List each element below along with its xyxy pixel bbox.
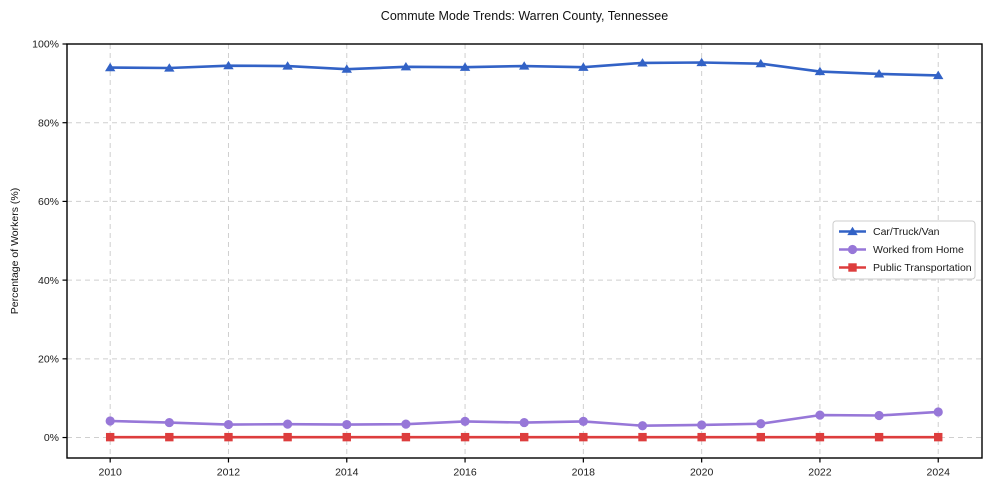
data-point-car-truck-van-2021 xyxy=(755,58,766,68)
data-point-worked-from-home-2023 xyxy=(874,410,884,421)
y-tick-label-60: 60% xyxy=(38,196,59,208)
data-point-public-transportation-2023 xyxy=(874,432,884,442)
data-point-worked-from-home-2014 xyxy=(342,419,352,430)
x-tick-label-2016: 2016 xyxy=(453,467,477,479)
data-point-car-truck-van-2012 xyxy=(223,60,234,70)
series-worked-from-home xyxy=(105,407,943,431)
legend-entry-worked-from-home: Worked from Home xyxy=(839,244,964,256)
data-point-public-transportation-2021 xyxy=(756,432,765,442)
legend-marker-public-transportation xyxy=(848,263,857,272)
data-point-car-truck-van-2024 xyxy=(933,70,944,80)
data-point-public-transportation-2019 xyxy=(638,432,647,442)
gridlines xyxy=(67,43,982,458)
y-tick-label-20: 20% xyxy=(38,354,59,366)
data-point-car-truck-van-2010 xyxy=(104,62,116,72)
data-point-public-transportation-2014 xyxy=(342,432,351,442)
data-point-worked-from-home-2020 xyxy=(697,420,707,430)
data-point-worked-from-home-2022 xyxy=(815,410,825,420)
legend-marker-worked-from-home xyxy=(847,244,858,255)
data-point-worked-from-home-2017 xyxy=(519,417,529,428)
data-point-car-truck-van-2011 xyxy=(164,63,175,72)
x-tick-label-2022: 2022 xyxy=(808,467,832,479)
data-point-car-truck-van-2015 xyxy=(400,62,412,71)
y-axis-label: Percentage of Workers (%) xyxy=(9,187,21,315)
data-point-public-transportation-2022 xyxy=(815,432,825,442)
data-point-public-transportation-2016 xyxy=(460,432,470,442)
data-point-car-truck-van-2023 xyxy=(873,69,885,78)
axis-ticks: 2010 2012 2014 2016 2018 2020 2022 2024 0% 20% 40%… xyxy=(32,39,950,479)
data-point-public-transportation-2010 xyxy=(105,432,115,442)
data-point-worked-from-home-2018 xyxy=(578,416,588,427)
data-point-car-truck-van-2014 xyxy=(341,64,352,73)
data-point-worked-from-home-2015 xyxy=(401,419,411,429)
series-car-truck-van xyxy=(104,57,944,80)
x-tick-label-2024: 2024 xyxy=(927,467,951,479)
legend-entry-public-transportation: Public Transportation xyxy=(839,262,972,274)
x-tick-label-2018: 2018 xyxy=(572,467,596,479)
legend-box xyxy=(832,220,976,280)
legend-marker-car-truck-van xyxy=(847,226,858,236)
data-point-car-truck-van-2018 xyxy=(578,62,589,71)
y-tick-label-100: 100% xyxy=(32,39,59,51)
data-point-public-transportation-2024 xyxy=(934,432,943,442)
data-point-car-truck-van-2013 xyxy=(282,61,293,70)
legend-label-car-truck-van: Car/Truck/Van xyxy=(873,226,940,238)
data-point-car-truck-van-2016 xyxy=(459,62,471,71)
data-point-worked-from-home-2019 xyxy=(637,421,648,431)
data-point-worked-from-home-2010 xyxy=(105,416,115,426)
data-point-public-transportation-2011 xyxy=(165,432,174,442)
data-point-worked-from-home-2013 xyxy=(283,419,293,429)
data-point-public-transportation-2018 xyxy=(579,432,588,442)
data-point-car-truck-van-2017 xyxy=(519,61,530,70)
data-point-worked-from-home-2012 xyxy=(223,419,234,430)
data-point-public-transportation-2013 xyxy=(283,432,292,442)
data-point-car-truck-van-2022 xyxy=(814,66,826,76)
legend-label-public-transportation: Public Transportation xyxy=(873,262,972,274)
series-public-transportation xyxy=(105,432,943,442)
chart-title: Commute Mode Trends: Warren County, Tenn… xyxy=(380,9,669,23)
data-point-worked-from-home-2011 xyxy=(164,417,174,428)
data-point-worked-from-home-2016 xyxy=(460,416,470,427)
data-point-worked-from-home-2021 xyxy=(756,419,766,429)
x-tick-label-2014: 2014 xyxy=(335,467,359,479)
legend-entry-car-truck-van: Car/Truck/Van xyxy=(839,226,940,238)
data-point-public-transportation-2015 xyxy=(401,432,411,442)
data-point-car-truck-van-2019 xyxy=(637,58,648,67)
data-point-public-transportation-2017 xyxy=(520,432,529,442)
y-tick-label-80: 80% xyxy=(38,117,59,129)
x-tick-label-2012: 2012 xyxy=(217,467,241,479)
x-tick-label-2010: 2010 xyxy=(98,467,122,479)
plot-border xyxy=(66,43,983,459)
y-tick-label-0: 0% xyxy=(44,432,59,444)
data-point-public-transportation-2012 xyxy=(224,432,233,442)
data-point-worked-from-home-2024 xyxy=(933,407,943,417)
data-point-public-transportation-2020 xyxy=(697,432,706,442)
data-point-car-truck-van-2020 xyxy=(696,57,707,67)
legend: Car/Truck/Van Worked from Home Public Tran… xyxy=(832,220,976,280)
legend-label-worked-from-home: Worked from Home xyxy=(873,244,964,256)
x-tick-label-2020: 2020 xyxy=(690,467,714,479)
y-tick-label-40: 40% xyxy=(38,275,59,287)
